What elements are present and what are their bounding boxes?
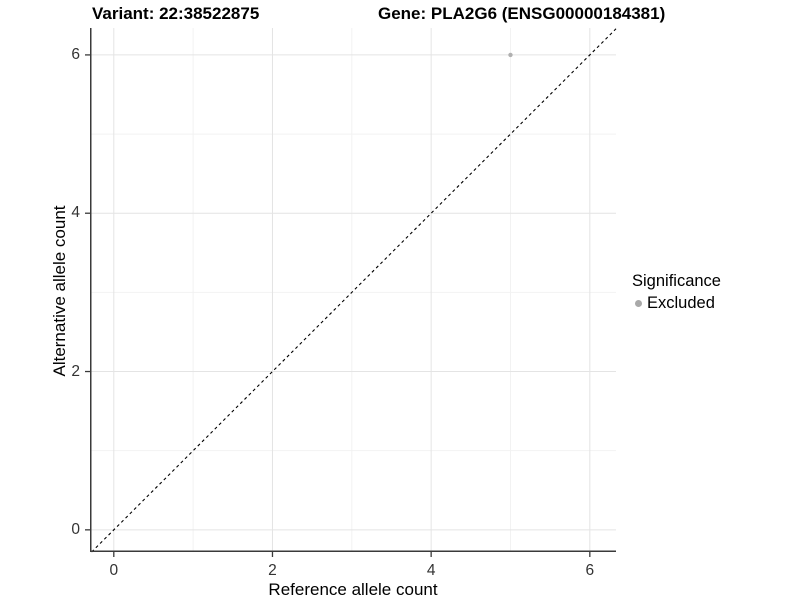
- legend: Significance Excluded: [632, 272, 721, 313]
- plot-panel: [85, 28, 617, 557]
- x-tick-label: 4: [426, 562, 436, 579]
- legend-item-excluded: Excluded: [632, 294, 721, 313]
- x-axis-title: Reference allele count: [268, 580, 438, 599]
- y-tick-label: 4: [71, 204, 80, 222]
- variant-title: Variant: 22:38522875: [92, 4, 260, 23]
- y-tick-label: 6: [71, 45, 80, 63]
- x-tick-label: 6: [585, 562, 595, 579]
- x-tick-label: 2: [268, 562, 277, 579]
- legend-item-label: Excluded: [647, 294, 715, 312]
- x-tick-label: 0: [109, 562, 119, 579]
- y-tick-label: 0: [71, 520, 80, 538]
- scatter-canvas: [85, 28, 617, 557]
- gene-title: Gene: PLA2G6 (ENSG00000184381): [378, 4, 666, 23]
- excluded-point-icon: [635, 300, 642, 307]
- y-axis-title: Alternative allele count: [50, 205, 69, 377]
- legend-title: Significance: [632, 272, 721, 290]
- data-point: [508, 52, 513, 58]
- y-tick-label: 2: [71, 362, 80, 380]
